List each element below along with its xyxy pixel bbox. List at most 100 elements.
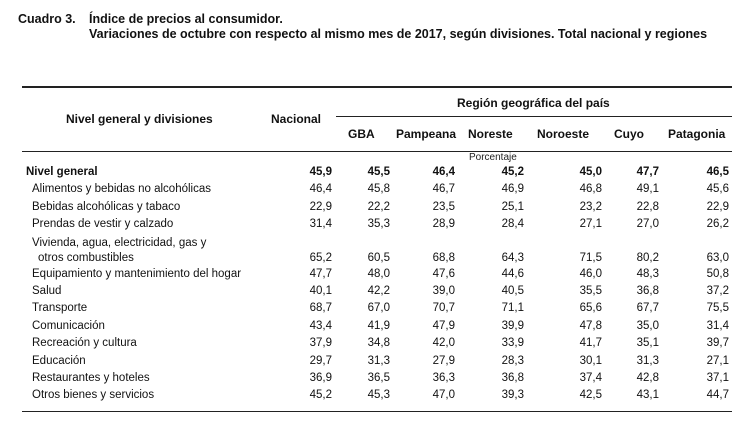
cell-cuyo: 36,8: [636, 285, 659, 298]
cell-noroeste: 45,0: [579, 166, 602, 178]
cell-nacional: 43,4: [309, 319, 332, 332]
data-table: Nivel general 45,9 45,5 46,4 45,2 45,0 47,7 46,…: [26, 164, 729, 405]
table-row: Educación 29,7 31,3 27,9 28,3 30,1 31,3 27,1: [26, 353, 729, 370]
cell-noroeste: 23,2: [579, 200, 602, 213]
region-header-cuyo: Cuyo: [614, 127, 644, 141]
cell-gba: 42,2: [367, 285, 390, 298]
cell-noreste: 33,9: [501, 337, 524, 350]
cell-noroeste: 35,5: [579, 285, 602, 298]
top-rule: [22, 86, 732, 88]
cell-noroeste: 30,1: [579, 354, 602, 367]
table-row: Alimentos y bebidas no alcohólicas 46,4 45…: [26, 181, 729, 198]
cell-cuyo: 31,3: [636, 354, 659, 367]
cell-patagonia: 27,1: [706, 354, 729, 367]
table-row: Bebidas alcohólicas y tabaco 22,9 22,2 23,5…: [26, 199, 729, 216]
cell-noroeste: 37,4: [579, 372, 602, 385]
row-label: Restaurantes y hoteles: [32, 372, 150, 385]
table-caption: Cuadro 3. Índice de precios al consumido…: [18, 12, 738, 42]
row-label: Comunicación: [32, 319, 105, 332]
table-row: Otros bienes y servicios 45,2 45,3 47,0 39,3…: [26, 387, 729, 404]
cell-nacional: 29,7: [309, 354, 332, 367]
cell-noroeste: 41,7: [579, 337, 602, 350]
cell-nacional: 40,1: [309, 285, 332, 298]
cell-gba: 45,3: [367, 389, 390, 402]
row-label: Salud: [32, 285, 62, 298]
region-header-patagonia: Patagonia: [668, 127, 726, 141]
table-subtitle: Variaciones de octubre con respecto al m…: [89, 27, 708, 41]
table-row: Equipamiento y mantenimiento del hogar 47…: [26, 266, 729, 283]
table-row: Restaurantes y hoteles 36,9 36,5 36,3 36,8 37…: [26, 370, 729, 387]
row-label: Prendas de vestir y calzado: [32, 218, 174, 231]
cell-nacional: 46,4: [309, 183, 332, 196]
cell-pampeana: 23,5: [432, 200, 455, 213]
cell-noreste: 45,2: [501, 166, 524, 178]
table-row: Vivienda, agua, electricidad, gas y otros…: [26, 234, 729, 266]
row-label: Bebidas alcohólicas y tabaco: [32, 200, 181, 213]
cell-noroeste: 27,1: [579, 218, 602, 231]
cell-noreste: 64,3: [501, 251, 524, 264]
cell-pampeana: 46,4: [432, 166, 455, 178]
cell-patagonia: 22,9: [706, 200, 729, 213]
cell-nacional: 47,7: [309, 267, 332, 280]
cell-patagonia: 44,7: [706, 389, 729, 402]
cell-noreste: 28,3: [501, 354, 524, 367]
cell-gba: 67,0: [367, 302, 390, 315]
cell-cuyo: 80,2: [636, 251, 659, 264]
cell-noroeste: 46,8: [579, 183, 602, 196]
cell-nacional: 22,9: [309, 200, 332, 213]
row-label: Equipamiento y mantenimiento del hogar: [32, 267, 242, 280]
cell-patagonia: 31,4: [706, 319, 729, 332]
cell-pampeana: 46,7: [432, 183, 455, 196]
cell-pampeana: 70,7: [432, 302, 455, 315]
cell-pampeana: 27,9: [432, 354, 455, 367]
cell-pampeana: 36,3: [432, 372, 455, 385]
cell-noreste: 28,4: [501, 218, 524, 231]
row-label: Transporte: [32, 302, 88, 315]
row-label-header: Nivel general y divisiones: [66, 112, 213, 126]
region-header-noroeste: Noroeste: [537, 127, 590, 141]
cell-patagonia: 39,7: [706, 337, 729, 350]
cell-pampeana: 68,8: [432, 251, 455, 264]
cell-cuyo: 48,3: [636, 267, 659, 280]
table-row: Comunicación 43,4 41,9 47,9 39,9 47,8 35,0 31,4: [26, 318, 729, 335]
cell-noroeste: 71,5: [579, 251, 602, 264]
cell-cuyo: 27,0: [636, 218, 659, 231]
cell-cuyo: 35,0: [636, 319, 659, 332]
cell-pampeana: 28,9: [432, 218, 455, 231]
bottom-rule: [22, 411, 732, 412]
cell-noreste: 40,5: [501, 285, 524, 298]
table-row: Prendas de vestir y calzado 31,4 35,3 28,9 2…: [26, 216, 729, 233]
nacional-header: Nacional: [271, 112, 322, 126]
table-row: Transporte 68,7 67,0 70,7 71,1 65,6 67,7 75,5: [26, 300, 729, 317]
cell-noreste: 25,1: [501, 200, 524, 213]
cell-patagonia: 75,5: [706, 302, 729, 315]
row-label: Recreación y cultura: [32, 337, 137, 350]
cell-cuyo: 35,1: [636, 337, 659, 350]
cell-nacional: 36,9: [309, 372, 332, 385]
cell-cuyo: 22,8: [636, 200, 659, 213]
cell-gba: 34,8: [367, 337, 390, 350]
cell-nacional: 65,2: [309, 251, 332, 264]
region-header-noreste: Noreste: [468, 127, 513, 141]
header-bottom-rule: [22, 151, 732, 152]
cell-cuyo: 67,7: [636, 302, 659, 315]
cell-pampeana: 47,9: [432, 319, 455, 332]
cell-gba: 45,5: [367, 166, 390, 178]
cell-gba: 45,8: [367, 183, 390, 196]
cell-pampeana: 42,0: [432, 337, 455, 350]
cell-gba: 48,0: [367, 267, 390, 280]
cell-patagonia: 45,6: [706, 183, 729, 196]
cell-nacional: 68,7: [309, 302, 332, 315]
cell-gba: 60,5: [367, 251, 390, 264]
cell-nacional: 37,9: [309, 337, 332, 350]
cell-patagonia: 46,5: [706, 166, 729, 178]
cell-noreste: 71,1: [501, 302, 524, 315]
cell-patagonia: 50,8: [706, 267, 729, 280]
cell-pampeana: 47,0: [432, 389, 455, 402]
table-row: Nivel general 45,9 45,5 46,4 45,2 45,0 47,7 46,…: [26, 164, 729, 181]
cell-patagonia: 63,0: [706, 251, 729, 264]
region-header-pampeana: Pampeana: [396, 127, 457, 141]
cell-cuyo: 43,1: [636, 389, 659, 402]
cell-cuyo: 47,7: [636, 166, 659, 178]
row-label: Otros bienes y servicios: [32, 389, 155, 402]
